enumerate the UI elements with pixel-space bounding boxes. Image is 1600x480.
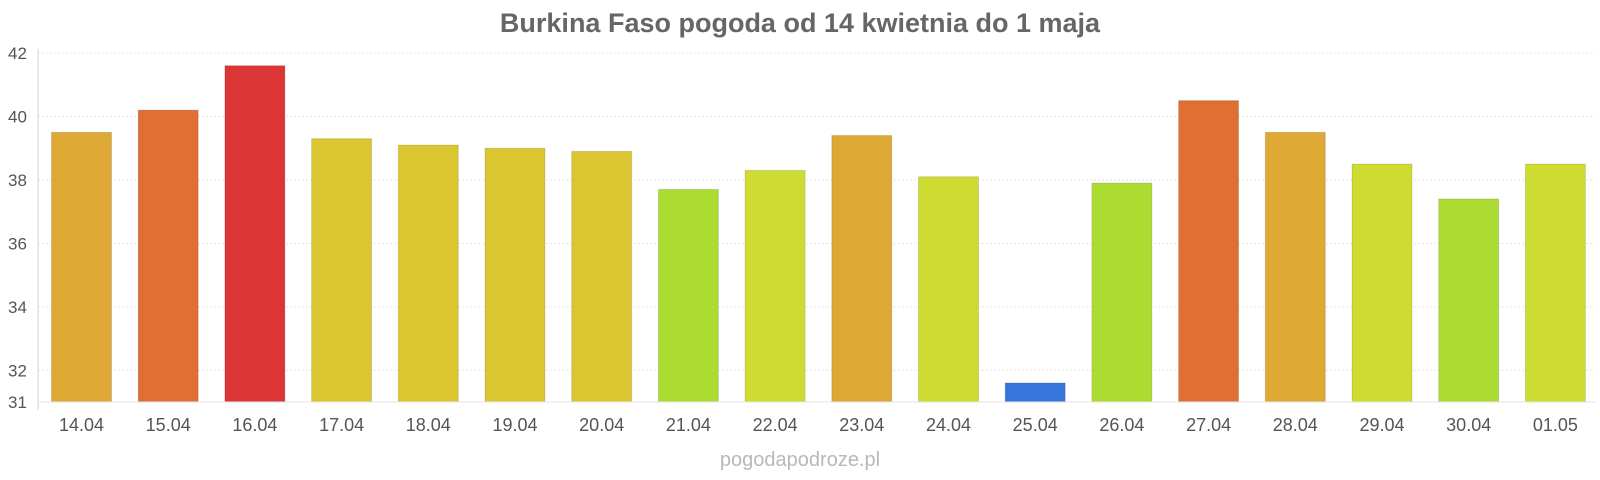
x-tick-label: 30.04 (1446, 415, 1491, 435)
bar-21.04[interactable] (657, 188, 719, 403)
y-tick-label: 36 (8, 234, 27, 253)
tick-labels: 31 32 34 36 38 40 42 14.04 15.04 16.04 17.04 18.04 1… (8, 44, 1578, 435)
bar-26.04[interactable] (1091, 182, 1153, 403)
bar-27.04[interactable] (1178, 100, 1240, 403)
x-tick-label: 19.04 (492, 415, 537, 435)
x-tick-label: 24.04 (926, 415, 971, 435)
y-tick-label: 42 (8, 44, 27, 63)
x-tick-label: 18.04 (406, 415, 451, 435)
bar-29.04[interactable] (1351, 163, 1413, 403)
bar-28.04[interactable] (1264, 131, 1326, 403)
bar-22.04[interactable] (744, 169, 806, 403)
x-tick-label: 28.04 (1273, 415, 1318, 435)
x-tick-label: 26.04 (1099, 415, 1144, 435)
bar-16.04[interactable] (224, 65, 286, 403)
bars (51, 65, 1586, 403)
x-tick-label: 23.04 (839, 415, 884, 435)
y-tick-label: 31 (8, 393, 27, 412)
bar-01.05[interactable] (1524, 163, 1586, 403)
y-tick-label: 40 (8, 107, 27, 126)
x-tick-label: 15.04 (146, 415, 191, 435)
x-tick-label: 20.04 (579, 415, 624, 435)
y-tick-label: 38 (8, 171, 27, 190)
bar-17.04[interactable] (311, 138, 373, 403)
bar-23.04[interactable] (831, 134, 893, 403)
bar-30.04[interactable] (1438, 198, 1500, 403)
y-tick-label: 32 (8, 361, 27, 380)
x-tick-label: 25.04 (1013, 415, 1058, 435)
bar-14.04[interactable] (51, 131, 112, 403)
axes (37, 49, 1595, 410)
x-tick-label: 17.04 (319, 415, 364, 435)
bar-25.04[interactable] (1004, 382, 1066, 403)
x-tick-label: 21.04 (666, 415, 711, 435)
x-tick-label: 14.04 (59, 415, 104, 435)
chart-title: Burkina Faso pogoda od 14 kwietnia do 1 … (499, 8, 1101, 38)
watermark: pogodapodroze.pl (719, 449, 881, 471)
gridlines (38, 52, 1595, 371)
bar-20.04[interactable] (571, 150, 633, 403)
bar-18.04[interactable] (397, 144, 459, 403)
x-tick-label: 22.04 (753, 415, 798, 435)
x-tick-label: 27.04 (1186, 415, 1231, 435)
x-tick-label: 01.05 (1533, 415, 1578, 435)
x-tick-label: 16.04 (232, 415, 277, 435)
y-tick-label: 34 (8, 298, 27, 317)
bar-15.04[interactable] (137, 109, 199, 403)
bar-19.04[interactable] (484, 147, 546, 403)
x-tick-label: 29.04 (1359, 415, 1404, 435)
bar-24.04[interactable] (918, 176, 979, 403)
